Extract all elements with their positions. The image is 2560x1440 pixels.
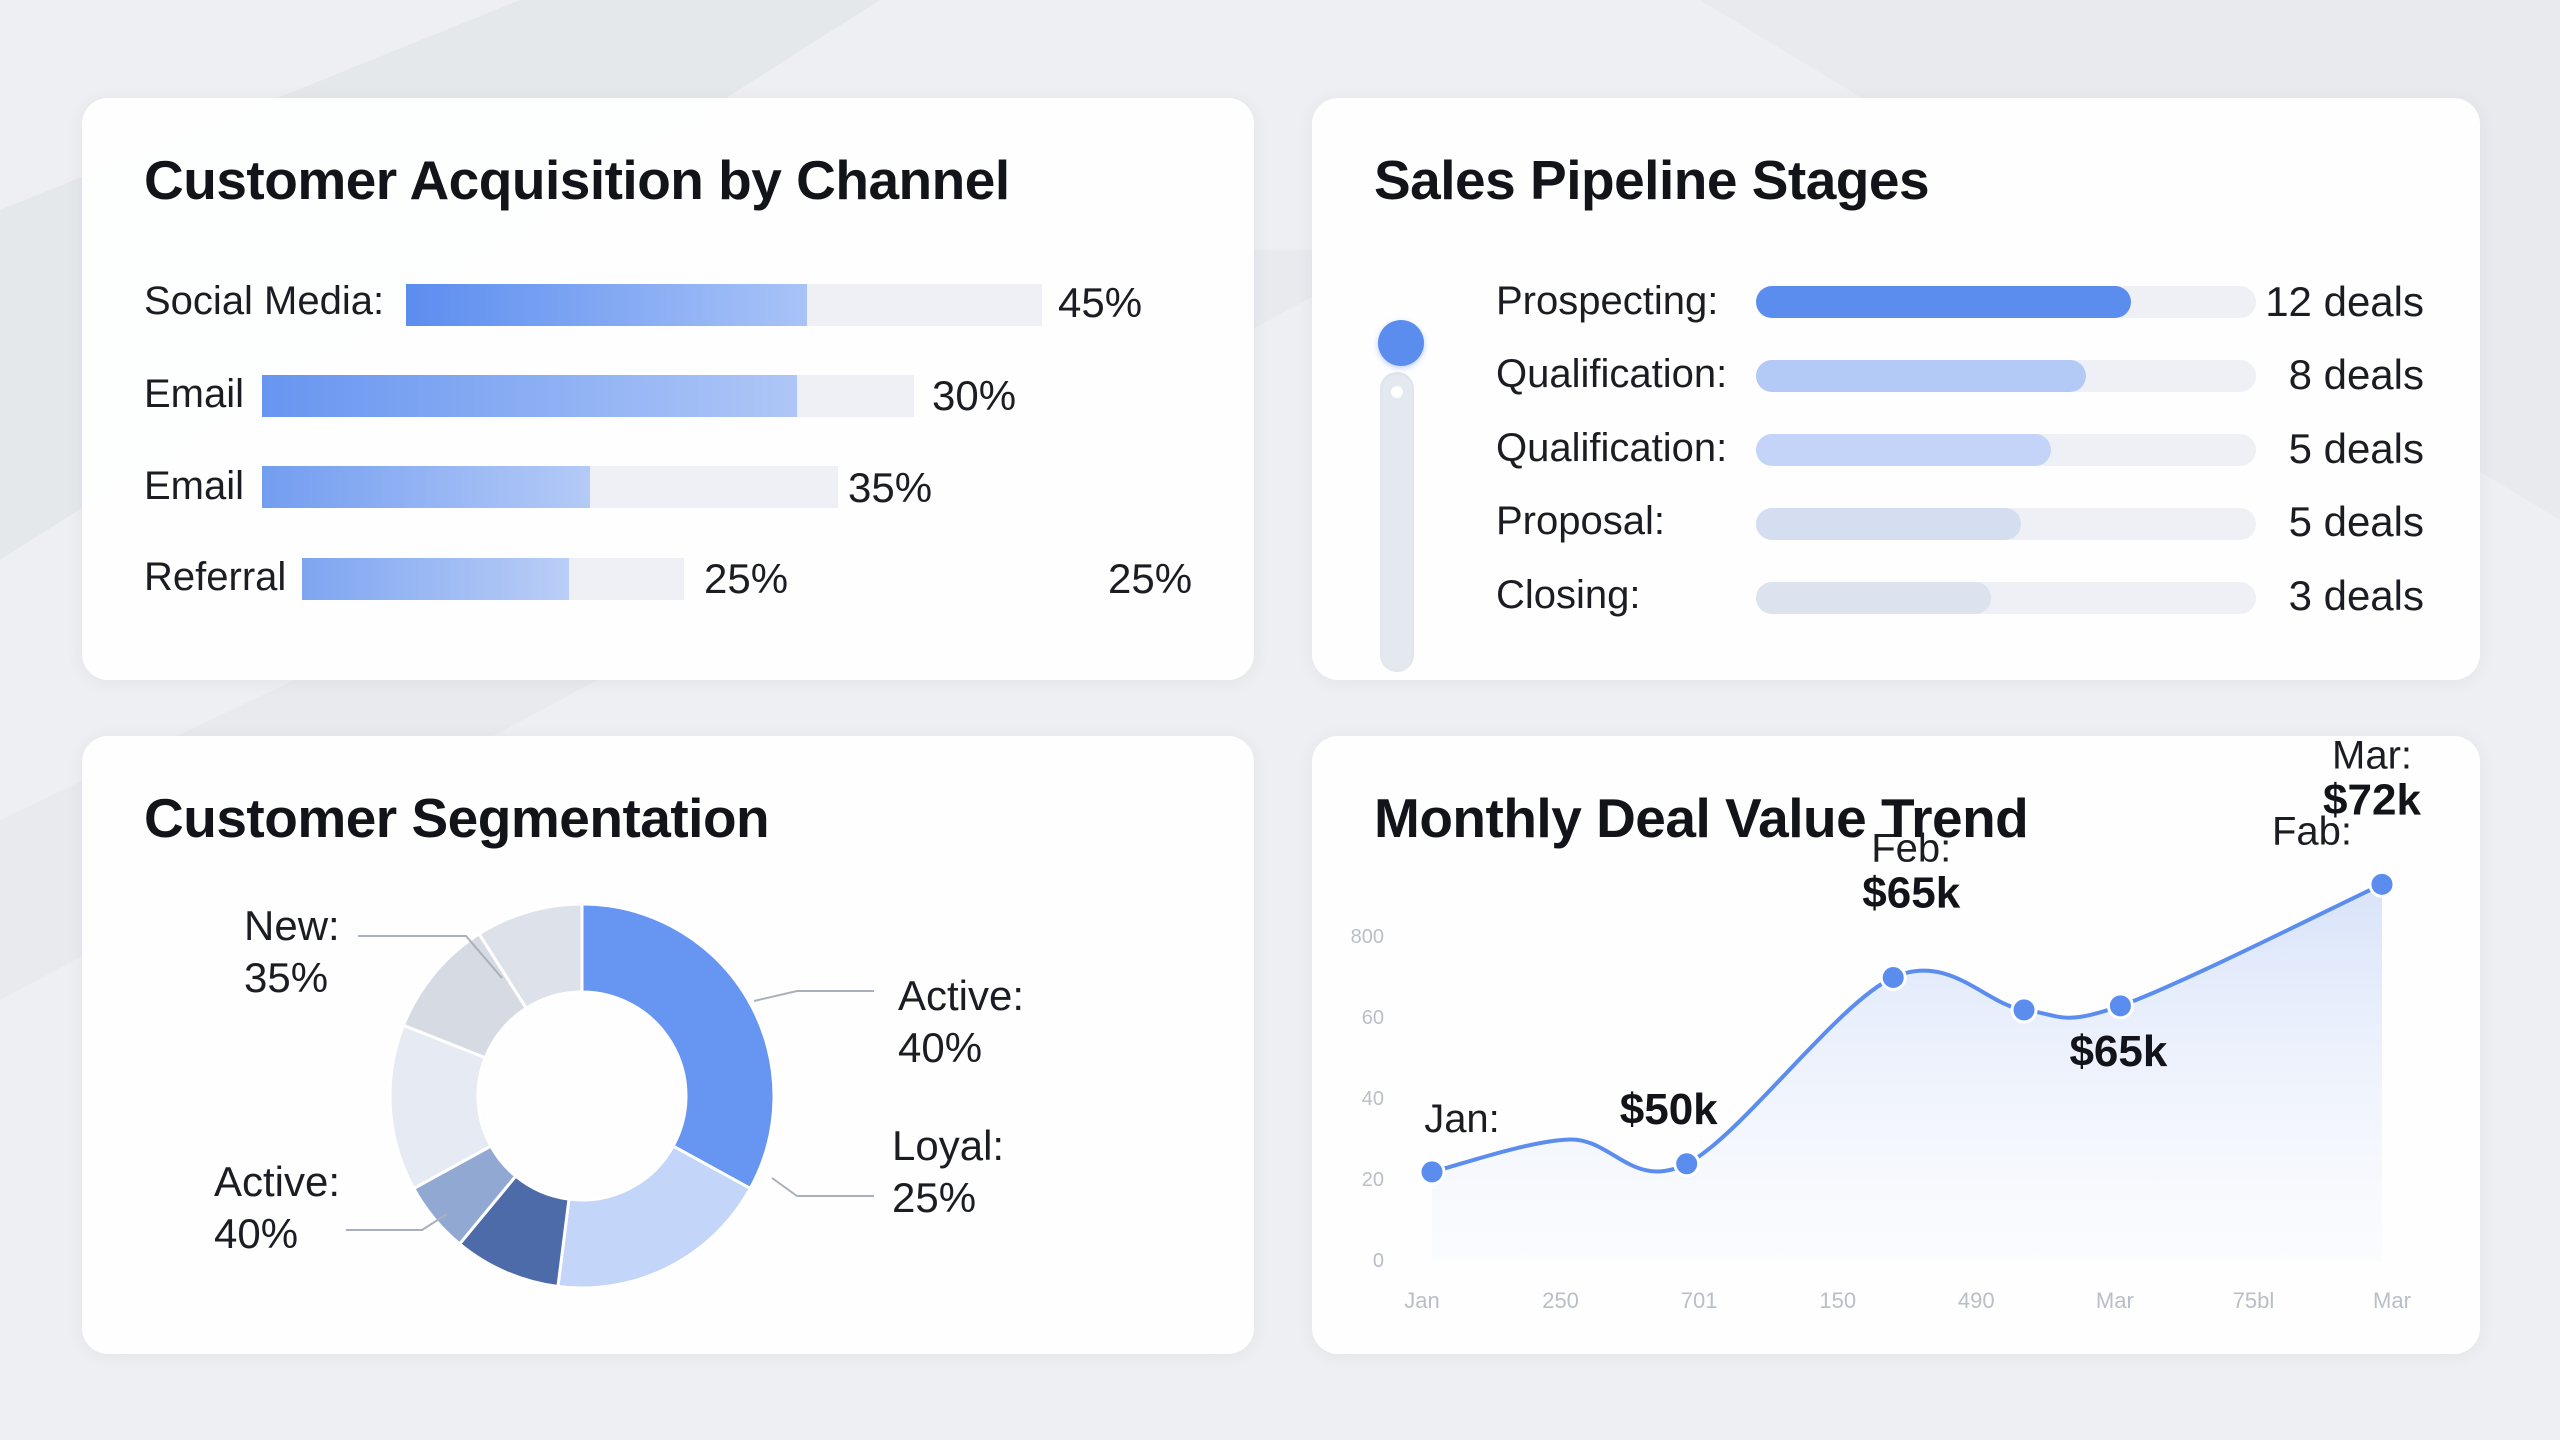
donut-slice: [477, 902, 584, 1011]
trend-annotation-value: $50k: [1620, 1085, 1718, 1134]
trend-point: [2010, 996, 2038, 1024]
channel-bar-fill: [262, 466, 591, 508]
pipeline-scroll-knob[interactable]: [1378, 320, 1424, 366]
segment-label: Active: 40%: [898, 970, 1024, 1074]
segment-name: Active:: [898, 972, 1025, 1019]
channel-bar: [262, 375, 914, 417]
segment-name: New:: [244, 902, 340, 949]
pipeline-card: Sales Pipeline Stages Prospecting: 12 de…: [1312, 98, 2480, 680]
channel-bar-fill: [302, 558, 570, 600]
acquisition-card: Customer Acquisition by Channel Social M…: [82, 98, 1254, 680]
trend-point: [1673, 1150, 1701, 1178]
segment-name: Loyal:: [892, 1122, 1005, 1169]
channel-label: Social Media:: [144, 279, 385, 323]
stage-value: 8 deals: [2288, 351, 2424, 398]
channel-bar-fill: [262, 375, 797, 417]
x-tick-label: 75bl: [2233, 1288, 2275, 1313]
trend-annotation-value: $72k: [2323, 775, 2421, 824]
x-tick-label: 150: [1819, 1288, 1856, 1313]
stage-label: Qualification:: [1496, 352, 1728, 396]
stage-bar-fill: [1756, 434, 2051, 466]
acquisition-title: Customer Acquisition by Channel: [144, 149, 1010, 211]
donut-slice: [556, 1144, 753, 1290]
trend-annotation-value: $65k: [1862, 869, 1960, 918]
trend-point: [1418, 1158, 1446, 1186]
segment-name: Active:: [214, 1158, 341, 1205]
x-tick-label: 701: [1681, 1288, 1718, 1313]
x-tick-label: Mar: [2373, 1288, 2411, 1313]
segment-label: Active: 40%: [214, 1156, 340, 1260]
stage-label: Qualification:: [1496, 426, 1728, 470]
stage-label: Closing:: [1496, 573, 1641, 617]
trend-annotation-label: Jan:: [1424, 1097, 1500, 1141]
channel-value: 30%: [932, 372, 1017, 419]
trend-point: [1879, 964, 1907, 991]
stage-label: Proposal:: [1496, 499, 1665, 543]
channel-bar: [262, 466, 838, 508]
x-tick-label: 250: [1542, 1288, 1579, 1313]
stage-value: 3 deals: [2288, 572, 2424, 619]
stage-bar: [1756, 582, 2256, 614]
channel-label: Email: [144, 464, 245, 508]
channel-label: Email: [144, 372, 245, 416]
channel-value: 25%: [704, 555, 789, 602]
stage-value: 5 deals: [2288, 425, 2424, 472]
trend-annotation-label: Fab:: [2272, 809, 2352, 853]
channel-value: 35%: [848, 464, 933, 511]
x-tick-label: Mar: [2096, 1288, 2134, 1313]
trend-annotation-value: $65k: [2069, 1027, 2167, 1076]
trend-line-chart: 0 20 40 60 800 Jan 250 701 150 490 Mar 75bl Mar Jan: $…: [1351, 736, 2422, 1313]
segmentation-title: Customer Segmentation: [144, 787, 770, 849]
trend-card: Monthly Deal Value Trend 0 20 40 60 800 Jan 25…: [1312, 736, 2480, 1354]
segment-label: Loyal: 25%: [892, 1120, 1004, 1224]
pipeline-title: Sales Pipeline Stages: [1374, 149, 1930, 211]
stage-bar-fill: [1756, 286, 2131, 318]
channel-label: Referral: [144, 555, 287, 599]
stage-bar: [1756, 286, 2256, 318]
segmentation-donut-chart: [346, 902, 874, 1290]
trend-title: Monthly Deal Value Trend: [1374, 787, 2029, 849]
stage-label: Prospecting:: [1496, 279, 1719, 323]
x-tick-label: Jan: [1404, 1288, 1439, 1313]
segmentation-card: Customer Segmentation New: 35% Active: 4…: [82, 736, 1254, 1354]
trend-annotation-label: Mar:: [2332, 736, 2412, 777]
channel-extra-value: 25%: [1108, 555, 1193, 602]
stage-value: 12 deals: [2265, 278, 2424, 325]
trend-annotation-label: Feb:: [1871, 827, 1951, 871]
y-tick-label: 0: [1373, 1250, 1384, 1272]
x-tick-label: 490: [1958, 1288, 1995, 1313]
segment-value: 40%: [898, 1024, 983, 1071]
stage-bar: [1756, 360, 2256, 392]
trend-point: [2368, 870, 2396, 898]
trend-point: [2106, 992, 2134, 1020]
segment-value: 25%: [892, 1174, 977, 1221]
channel-bar: [302, 558, 684, 600]
y-tick-label: 800: [1351, 926, 1384, 948]
stage-bar-fill: [1756, 582, 1991, 614]
leader-lines: [346, 935, 874, 1231]
stage-bar-fill: [1756, 360, 2086, 392]
segment-value: 35%: [244, 954, 329, 1001]
segment-label: New: 35%: [244, 900, 340, 1004]
stage-bar: [1756, 508, 2256, 540]
segment-value: 40%: [214, 1210, 299, 1257]
pipeline-scroll-track: [1380, 372, 1414, 672]
stage-bar: [1756, 434, 2256, 466]
channel-bar: [406, 284, 1042, 326]
trend-area: [1432, 884, 2382, 1261]
channel-bar-fill: [406, 284, 807, 326]
y-tick-label: 60: [1362, 1007, 1384, 1029]
y-tick-label: 40: [1362, 1088, 1384, 1110]
stage-value: 5 deals: [2288, 498, 2424, 545]
y-tick-label: 20: [1362, 1169, 1384, 1191]
donut-slice: [580, 902, 776, 1191]
channel-value: 45%: [1058, 279, 1143, 326]
pipeline-scrollbar[interactable]: [1378, 320, 1424, 680]
stage-bar-fill: [1756, 508, 2021, 540]
